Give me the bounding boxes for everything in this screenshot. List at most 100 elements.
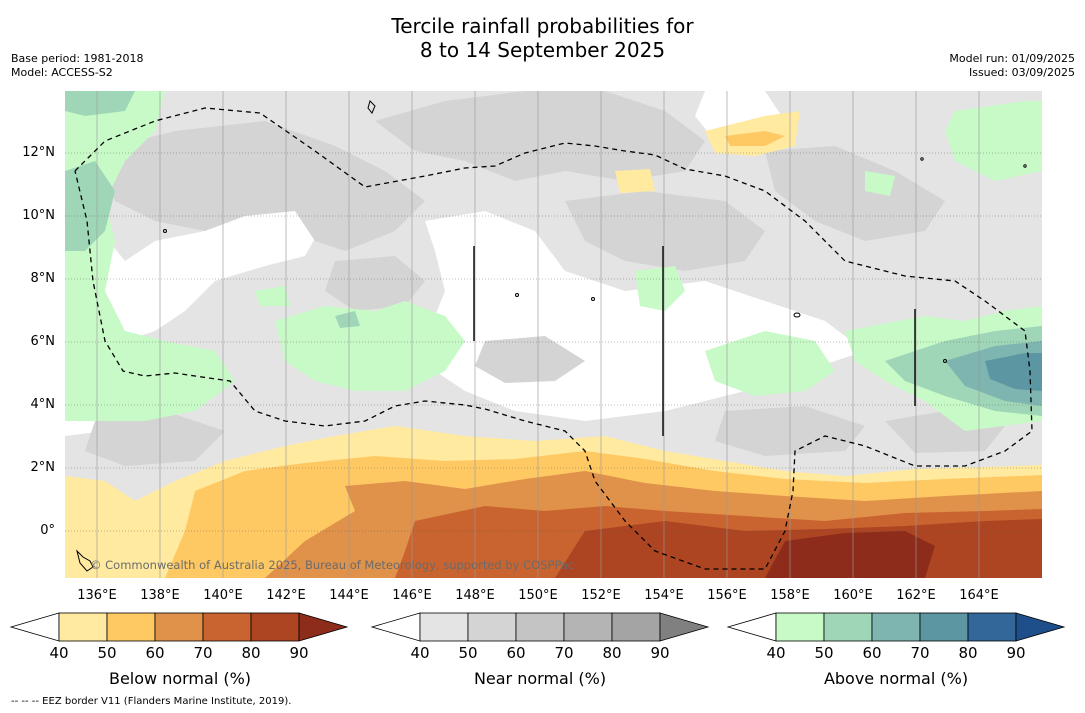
colorbars [9, 612, 1066, 642]
near-normal-50-region [325, 256, 425, 311]
colorbar-tick-label: 60 [145, 644, 165, 662]
colorbar-tick-label: 80 [241, 644, 261, 662]
colorbar-extend-low [370, 612, 421, 642]
colorbar-extend-high [1015, 612, 1066, 642]
no-signal-region [65, 201, 325, 341]
lat-label-8n: 8°N [30, 271, 56, 286]
colorbar-segment [515, 612, 565, 642]
near-normal-50-region [475, 336, 585, 383]
colorbar-segment [611, 612, 661, 642]
colorbar-extend-low [9, 612, 60, 642]
model-run-text: Model run: 01/09/2025 [949, 52, 1075, 65]
lon-label-136e: 136°E [77, 588, 117, 603]
colorbar-tick-label: 80 [602, 644, 622, 662]
lat-label-4n: 4°N [30, 397, 56, 412]
near-normal-50-region [765, 146, 945, 241]
colorbar-below-normal [9, 612, 349, 642]
colorbar-title-below: Below normal (%) [108, 669, 252, 688]
title-line-1: Tercile rainfall probabilities for [391, 14, 694, 38]
near-normal-50-region [85, 411, 225, 466]
lon-label-140e: 140°E [203, 588, 243, 603]
above-normal-region [65, 91, 235, 421]
colorbar-segment [154, 612, 204, 642]
colorbar-tick-label: 60 [862, 644, 882, 662]
below-normal-70-region [455, 516, 490, 556]
colorbar-above-normal [726, 612, 1066, 642]
near-normal-50-region [95, 121, 425, 251]
colorbar-segment [202, 612, 252, 642]
forecast-map: © Commonwealth of Australia 2025, Bureau… [65, 91, 1042, 578]
eez-footnote: -- -- -- EEZ border V11 (Flanders Marine… [11, 696, 292, 707]
lat-label-6n: 6°N [30, 334, 56, 349]
colorbar-segment [919, 612, 969, 642]
colorbar-tick-label: 50 [814, 644, 834, 662]
colorbar-extend-high [298, 612, 349, 642]
above-normal-region [635, 266, 685, 311]
colorbar-tick-label: 70 [554, 644, 574, 662]
boundary-lines [473, 246, 916, 436]
above-normal-50-region [335, 311, 360, 328]
lon-label-156e: 156°E [707, 588, 747, 603]
lon-label-146e: 146°E [392, 588, 432, 603]
colorbar-near-normal [370, 612, 710, 642]
copyright-text: © Commonwealth of Australia 2025, Bureau… [90, 558, 574, 572]
above-normal-region [945, 101, 1042, 181]
above-normal-region [255, 286, 290, 306]
colorbar-tick-label: 90 [650, 644, 670, 662]
colorbar-tick-label: 80 [958, 644, 978, 662]
issued-text: Issued: 03/09/2025 [968, 66, 1075, 79]
lon-label-138e: 138°E [140, 588, 180, 603]
islands [76, 100, 1027, 572]
lat-label-12n: 12°N [22, 145, 55, 160]
colorbar-tick-label: 90 [1006, 644, 1026, 662]
eez-palau-fsm-border [74, 107, 1033, 570]
colorbar-segment [775, 612, 825, 642]
near-normal-50-region [565, 191, 765, 271]
colorbar-tick-label: 40 [766, 644, 786, 662]
meridians [96, 91, 980, 578]
lon-label-142e: 142°E [266, 588, 306, 603]
above-normal-50-region [65, 91, 135, 116]
colorbar-tick-label: 50 [97, 644, 117, 662]
colorbar-segment [58, 612, 108, 642]
lon-label-144e: 144°E [329, 588, 369, 603]
colorbar-segment [250, 612, 300, 642]
colorbar-extend-low [726, 612, 777, 642]
lon-label-150e: 150°E [518, 588, 558, 603]
lon-label-162e: 162°E [896, 588, 936, 603]
eez-borders [74, 107, 1033, 570]
below-normal-40-region [615, 169, 655, 193]
colorbar-tick-label: 50 [458, 644, 478, 662]
colorbar-segment [467, 612, 517, 642]
colorbar-title-near: Near normal (%) [473, 669, 607, 688]
lon-label-160e: 160°E [833, 588, 873, 603]
lat-label-0: 0° [40, 523, 55, 538]
colorbar-segment [871, 612, 921, 642]
map-title: Tercile rainfall probabilities for 8 to … [0, 14, 1085, 62]
colorbar-tick-label: 90 [289, 644, 309, 662]
above-normal-50-region [65, 161, 115, 251]
base-period-text: Base period: 1981-2018 [11, 52, 144, 65]
lon-label-152e: 152°E [581, 588, 621, 603]
model-text: Model: ACCESS-S2 [11, 66, 113, 79]
lon-label-154e: 154°E [644, 588, 684, 603]
colorbar-title-above: Above normal (%) [823, 669, 969, 688]
lon-label-148e: 148°E [455, 588, 495, 603]
colorbar-segment [419, 612, 469, 642]
colorbar-extend-high [659, 612, 710, 642]
above-normal-region [705, 331, 835, 396]
near-normal-50-region [375, 91, 705, 181]
map-panel: © Commonwealth of Australia 2025, Bureau… [65, 91, 1042, 578]
title-line-2: 8 to 14 September 2025 [419, 38, 666, 62]
lon-label-158e: 158°E [770, 588, 810, 603]
colorbar-tick-label: 70 [193, 644, 213, 662]
colorbar-tick-label: 60 [506, 644, 526, 662]
colorbar-segment [106, 612, 156, 642]
lat-label-10n: 10°N [22, 208, 55, 223]
lon-label-164e: 164°E [959, 588, 999, 603]
colorbar-tick-label: 40 [410, 644, 430, 662]
graticule [65, 152, 1042, 532]
above-normal-70-region [985, 353, 1042, 391]
meta-left: Base period: 1981-2018 Model: ACCESS-S2 [11, 52, 143, 80]
colorbar-segment [967, 612, 1017, 642]
